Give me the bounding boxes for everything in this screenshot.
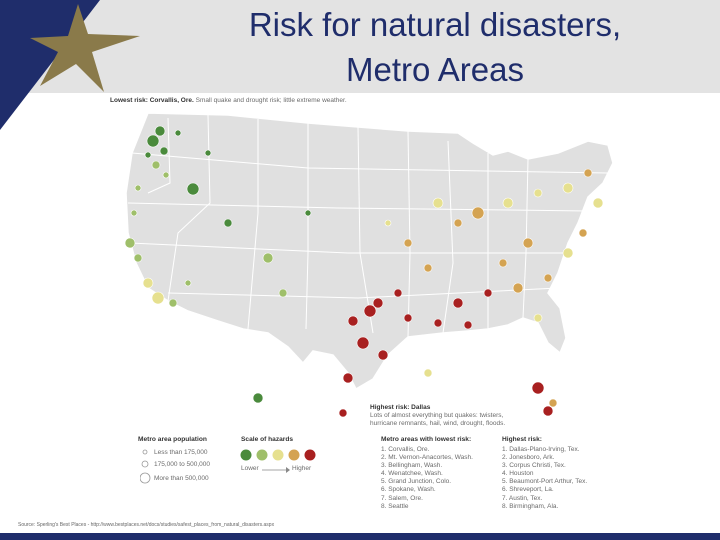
- map-panel: Lowest risk: Corvallis, Ore. Small quake…: [108, 93, 635, 530]
- highest-risk-label: Highest risk: Dallas: [370, 404, 431, 411]
- list-item: 5. Grand Junction, Colo.: [381, 478, 452, 486]
- hazard-swatch-5: [304, 449, 316, 461]
- list-item: 4. Wenatchee, Wash.: [381, 470, 443, 478]
- lowest-risk-list: 1. Corvallis, Ore. 2. Mt. Vernon-Anacort…: [381, 446, 473, 511]
- lowest-risk-detail: Small quake and drought risk; little ext…: [195, 97, 347, 104]
- page-title: Risk for natural disasters, Metro Areas: [200, 2, 670, 92]
- lowest-list-title: Metro areas with lowest risk:: [381, 436, 472, 443]
- hazard-lower-label: Lower: [241, 465, 259, 472]
- population-legend-symbols: [140, 449, 151, 484]
- population-medium: 175,000 to 500,000: [154, 461, 211, 468]
- title-line-1: Risk for natural disasters,: [248, 6, 622, 43]
- list-item: 7. Austin, Tex.: [502, 494, 543, 502]
- logo-corner: [0, 0, 140, 130]
- lowest-risk-label: Lowest risk: Corvallis, Ore.: [110, 97, 194, 104]
- hazard-swatch-2: [256, 449, 268, 461]
- list-item: 1. Dallas-Plano-Irving, Tex.: [502, 446, 580, 453]
- source-note: Source: Sperling's Best Places - http://…: [18, 522, 275, 528]
- highest-risk-detail-1: Lots of almost everything but quakes: tw…: [370, 412, 504, 419]
- list-item: 3. Corpus Christi, Tex.: [502, 462, 566, 470]
- us-outline: [125, 112, 614, 391]
- header-band: [0, 0, 720, 93]
- highest-risk-callout: Highest risk: Dallas Lots of almost ever…: [370, 404, 505, 428]
- hazard-legend-title: Scale of hazards: [241, 436, 294, 443]
- hazard-higher-label: Higher: [292, 465, 312, 472]
- hazard-swatch-1: [240, 449, 252, 461]
- hazard-swatch-4: [288, 449, 300, 461]
- population-large: More than 500,000: [154, 475, 209, 482]
- population-small: Less than 175,000: [154, 449, 208, 456]
- lowest-risk-callout: Lowest risk: Corvallis, Ore. Small quake…: [110, 97, 347, 105]
- list-item: 5. Beaumont-Port Arthur, Tex.: [502, 478, 588, 486]
- list-item: 4. Houston: [502, 470, 534, 478]
- list-item: 1. Corvallis, Ore.: [381, 446, 430, 453]
- highest-list-title: Highest risk:: [502, 436, 542, 443]
- hazard-dots-mid: [384, 168, 604, 378]
- hazard-dots-high: [338, 288, 558, 418]
- bottom-bar: [0, 533, 720, 540]
- hazard-dots-low: [124, 125, 312, 404]
- star-icon: [30, 4, 140, 92]
- list-item: 6. Spokane, Wash.: [381, 486, 436, 494]
- list-item: 8. Birmingham, Ala.: [502, 502, 559, 510]
- list-item: 2. Jonesboro, Ark.: [502, 454, 555, 462]
- population-legend-title: Metro area population: [138, 436, 207, 443]
- hazard-scale-swatches: [240, 449, 316, 461]
- list-item: 6. Shreveport, La.: [502, 486, 554, 494]
- highest-risk-list: 1. Dallas-Plano-Irving, Tex. 2. Jonesbor…: [502, 446, 587, 511]
- list-item: 7. Salem, Ore.: [381, 494, 423, 502]
- list-item: 3. Bellingham, Wash.: [381, 462, 443, 470]
- hazard-swatch-3: [272, 449, 284, 461]
- us-map: [124, 112, 614, 418]
- list-item: 8. Seattle: [381, 502, 409, 510]
- highest-risk-detail-2: hurricane remnants, hail, wind, drought,…: [370, 420, 506, 427]
- list-item: 2. Mt. Vernon-Anacortes, Wash.: [381, 454, 473, 462]
- title-line-2: Metro Areas: [346, 51, 524, 88]
- hazard-arrow-icon: [262, 467, 290, 473]
